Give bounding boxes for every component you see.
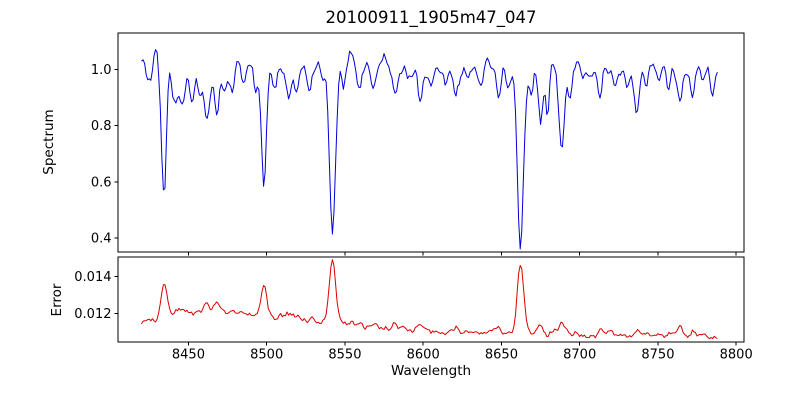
- y-tick-label: 0.6: [91, 175, 112, 190]
- y-tick-label: 0.012: [74, 307, 111, 322]
- error-axes: [117, 256, 745, 343]
- y-tick-label: 0.4: [91, 231, 112, 246]
- y-tick-label: 0.014: [74, 270, 111, 285]
- x-tick-label: 8650: [485, 348, 518, 363]
- x-tick-label: 8600: [407, 348, 440, 363]
- error-line: [141, 259, 718, 340]
- y-tick-label: 0.8: [91, 119, 112, 134]
- x-tick-label: 8700: [563, 348, 596, 363]
- x-tick-label: 8800: [720, 348, 753, 363]
- spectrum-axes: [117, 32, 745, 253]
- x-axis-label: Wavelength: [390, 363, 472, 379]
- spectrum-y-axis-label: Spectrum: [41, 109, 57, 175]
- x-tick-label: 8750: [641, 348, 674, 363]
- x-tick-label: 8500: [250, 348, 283, 363]
- y-tick-label: 1.0: [91, 63, 112, 78]
- x-tick-label: 8550: [328, 348, 361, 363]
- spectrum-line: [141, 49, 718, 250]
- chart-title: 20100911_1905m47_047: [325, 8, 537, 27]
- x-tick-label: 8450: [172, 348, 205, 363]
- error-y-axis-label: Error: [49, 283, 65, 317]
